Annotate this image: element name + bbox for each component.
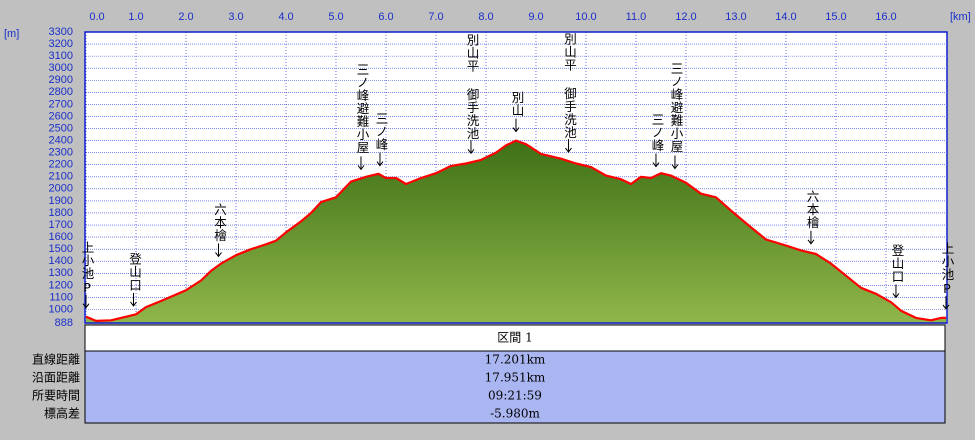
row-label: 標高差 (44, 406, 80, 421)
y-tick-label: 2000 (49, 183, 73, 195)
annotation-arrowhead (215, 252, 222, 258)
annotation-arrowhead (130, 301, 137, 307)
y-tick-label: 3200 (49, 38, 73, 50)
y-tick-label: 3100 (49, 50, 73, 62)
x-tick-label: 6.0 (378, 11, 393, 23)
x-tick-label: 9.0 (528, 11, 543, 23)
row-value: 09:21:59 (488, 389, 542, 403)
annotation-label: 上小池P (80, 241, 95, 296)
y-unit: [m] (4, 28, 19, 40)
x-tick-label: 13.0 (725, 11, 746, 23)
x-tick-label: 10.0 (575, 11, 596, 23)
y-tick-label: 1200 (49, 279, 73, 291)
annotation-label: 別山 (509, 91, 524, 117)
annotation-label: 三ノ峰 (373, 112, 388, 151)
y-tick-label: 2600 (49, 110, 73, 122)
y-tick-label: 2800 (49, 86, 73, 98)
y-tick-label: 2300 (49, 147, 73, 159)
y-tick-label: 1900 (49, 195, 73, 207)
annotation-label: 六本檜 (212, 203, 227, 242)
x-tick-label: 11.0 (626, 11, 647, 23)
x-tick-label: 2.0 (178, 11, 193, 23)
elevation-line (85, 139, 946, 322)
plot-border (84, 31, 948, 324)
annotation-label: 登山口 (127, 251, 142, 291)
row-label: 直線距離 (32, 352, 80, 367)
y-tick-label: 1100 (49, 291, 73, 303)
annotation-label: 別山平 御手洗池 (562, 32, 577, 139)
y-tick-label: 2200 (49, 159, 73, 171)
annotation-arrowhead (942, 304, 950, 310)
x-tick-label: 16.0 (875, 11, 896, 23)
x-tick-label: 14.0 (775, 11, 796, 23)
y-tick-label: 2400 (49, 134, 73, 146)
x-tick-label: 7.0 (428, 11, 443, 23)
x-tick-label: 12.0 (675, 11, 696, 23)
y-tick-label: 2500 (49, 122, 73, 134)
annotation-label: 上小池P (939, 242, 954, 297)
x-tick-label: 1.0 (128, 11, 143, 23)
row-value: 17.201km (485, 353, 546, 367)
x-tick-label: 5.0 (328, 11, 343, 23)
table-header-bg (84, 324, 946, 352)
row-label: 所要時間 (32, 389, 80, 403)
elevation-area (86, 140, 946, 323)
y-tick-label: 2100 (49, 171, 73, 183)
annotation-arrowhead (671, 164, 679, 170)
row-label: 沿面距離 (32, 371, 80, 385)
annotation-arrowhead (512, 127, 520, 133)
x-tick-label: 4.0 (278, 11, 293, 23)
y-tick-label: 1400 (49, 255, 73, 267)
annotation-arrowhead (376, 161, 384, 167)
annotation-arrowhead (565, 147, 572, 153)
annotation-arrowhead (357, 165, 365, 171)
y-tick-label: 1500 (49, 243, 73, 255)
x-tick-label: 0.0 (89, 11, 104, 23)
annotation-label: 三ノ峰 (649, 113, 664, 152)
table-header: 区間 1 (497, 331, 532, 345)
annotation-arrowhead (892, 293, 900, 299)
y-tick-label: 2700 (49, 98, 73, 110)
row-value: 17.951km (485, 371, 546, 385)
annotation-arrowhead (82, 303, 90, 309)
annotation-arrowhead (467, 148, 475, 155)
annotation-label: 三ノ峰避難小屋 (668, 62, 683, 153)
x-unit: [km] (950, 11, 971, 23)
row-value: -5.980m (490, 407, 540, 421)
x-tick-label: 8.0 (478, 11, 493, 23)
x-tick-label: 15.0 (825, 11, 846, 23)
annotation-label: 三ノ峰避難小屋 (354, 63, 369, 154)
annotation-arrowhead (652, 162, 660, 168)
y-tick-label: 1300 (49, 267, 73, 279)
y-tick-label: 1800 (49, 207, 73, 219)
y-tick-label: 1000 (49, 303, 73, 315)
annotation-arrowhead (807, 239, 815, 245)
y-tick-label: 3300 (49, 26, 73, 38)
y-tick-label: 888 (55, 317, 73, 329)
annotation-label: 登山口 (889, 243, 904, 283)
x-tick-label: 3.0 (228, 11, 243, 23)
y-tick-label: 2900 (49, 74, 73, 86)
annotation-label: 六本檜 (804, 190, 819, 229)
annotation-label: 別山平 御手洗池 (464, 34, 479, 141)
table-body-bg (84, 350, 946, 424)
y-tick-label: 1700 (49, 219, 73, 231)
y-tick-label: 3000 (49, 62, 73, 74)
y-tick-label: 1600 (49, 231, 73, 243)
